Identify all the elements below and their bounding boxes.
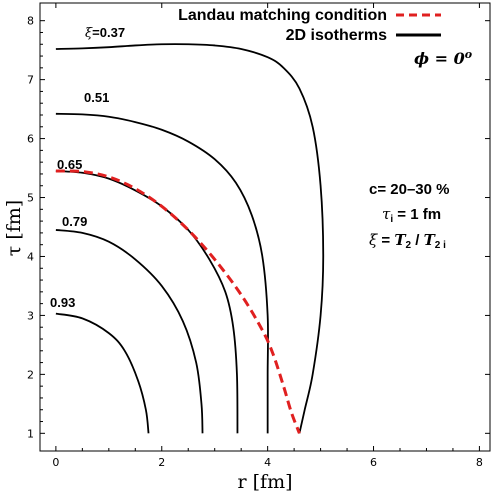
annotation-tau-i: τi = 1 fm [382, 205, 441, 225]
iso-label-051: 0.51 [84, 90, 109, 105]
iso-label-079: 0.79 [62, 214, 87, 229]
legend: Landau matching condition 2D isotherms ϕ… [178, 7, 472, 68]
ticks-group: 0 2 4 6 8 1 2 3 4 5 6 7 8 [27, 3, 490, 469]
y-tick-label: 7 [27, 74, 34, 87]
y-axis-label: τ [fm] [3, 200, 25, 256]
isotherm-curve-4 [55, 312, 150, 434]
x-tick-label: 6 [370, 456, 377, 469]
curves-group [55, 43, 325, 434]
x-tick-label: 4 [264, 456, 271, 469]
iso-label-093: 0.93 [50, 295, 75, 310]
y-tick-label: 2 [27, 368, 34, 381]
y-tick-label: 6 [27, 133, 34, 146]
x-tick-label: 2 [158, 456, 165, 469]
x-axis-label: r [fm] [238, 471, 293, 493]
x-tick-label: 8 [476, 456, 483, 469]
y-tick-label: 1 [27, 427, 34, 440]
plot-frame [39, 2, 491, 452]
isotherm-curve-1 [55, 112, 269, 434]
y-tick-label: 8 [27, 15, 34, 28]
isotherm-curve-3 [55, 229, 204, 434]
y-tick-label: 5 [27, 192, 34, 205]
annotation-xi-def: ξ = T2 / T2 i [369, 231, 446, 251]
isotherm-curve-2 [55, 170, 239, 434]
annotation-block: c= 20–30 % τi = 1 fm ξ = T2 / T2 i [369, 181, 450, 251]
legend-label-isotherms: 2D isotherms [286, 27, 387, 44]
iso-label-037: ξ=0.37 [85, 25, 125, 41]
legend-note-phi: ϕ = 0o [414, 48, 472, 68]
annotation-centrality: c= 20–30 % [369, 181, 450, 198]
legend-label-landau: Landau matching condition [178, 7, 387, 24]
y-tick-label: 3 [27, 309, 34, 322]
x-tick-label: 0 [52, 456, 59, 469]
iso-label-065: 0.65 [57, 157, 82, 172]
isotherm-curve-0 [55, 43, 325, 434]
y-tick-label: 4 [27, 250, 34, 263]
landau-curve [55, 169, 301, 434]
